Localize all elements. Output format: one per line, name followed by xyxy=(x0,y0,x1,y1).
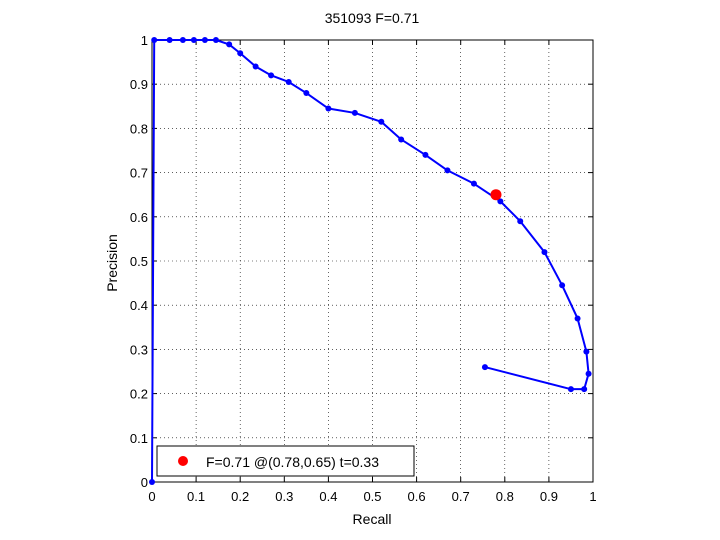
pr-curve-point xyxy=(252,63,259,70)
highlight-group xyxy=(490,189,502,201)
y-tick-label: 0.2 xyxy=(130,387,148,402)
legend: F=0.71 @(0.78,0.65) t=0.33 xyxy=(156,445,415,477)
pr-curve-point xyxy=(398,136,405,143)
pr-curve-point xyxy=(237,50,244,57)
pr-curve-point xyxy=(422,151,429,158)
pr-curve-point xyxy=(285,78,292,85)
y-tick-label: 0.4 xyxy=(130,298,148,313)
pr-curve-point xyxy=(151,37,158,43)
pr-curve-point xyxy=(268,72,275,79)
pr-curve-point xyxy=(212,37,219,43)
pr-curve-point xyxy=(559,282,566,289)
pr-curve-point xyxy=(541,249,548,256)
pr-curve-point xyxy=(303,90,310,97)
pr-curve-point xyxy=(567,386,574,393)
pr-curve-point xyxy=(179,37,186,43)
pr-curve-point xyxy=(149,479,155,485)
pr-curve-point xyxy=(517,218,524,225)
best-f-point xyxy=(490,189,502,201)
pr-curve-point xyxy=(325,105,332,112)
pr-curve-point xyxy=(226,41,233,48)
y-tick-label: 0.5 xyxy=(130,254,148,269)
y-tick-label: 0.9 xyxy=(130,77,148,92)
pr-curve-point xyxy=(166,37,173,43)
legend-box xyxy=(156,445,415,477)
x-tick-label: 0 xyxy=(148,489,155,504)
x-tick-label: 0.8 xyxy=(496,489,514,504)
pr-curve-point xyxy=(583,348,590,355)
grid xyxy=(152,40,593,482)
pr-curve-point xyxy=(470,180,477,187)
pr-curve-point xyxy=(444,167,451,174)
x-tick-label: 0.2 xyxy=(231,489,249,504)
x-tick-label: 0.5 xyxy=(363,489,381,504)
pr-curve-point xyxy=(190,37,197,43)
x-tick-label: 0.1 xyxy=(187,489,205,504)
x-tick-label: 0.4 xyxy=(319,489,337,504)
pr-curve-point xyxy=(481,364,488,371)
y-tick-label: 0.7 xyxy=(130,166,148,181)
pr-curve-point xyxy=(581,386,588,393)
legend-label: F=0.71 @(0.78,0.65) t=0.33 xyxy=(206,454,379,470)
x-tick-label: 0.6 xyxy=(408,489,426,504)
y-tick-label: 0.6 xyxy=(130,210,148,225)
x-tick-labels: 0 0.1 0.2 0.3 0.4 0.5 0.6 0.7 0.8 0.9 1 xyxy=(148,489,596,504)
x-tick-label: 1 xyxy=(589,489,596,504)
legend-marker xyxy=(178,456,188,466)
y-axis-label: Precision xyxy=(104,234,120,292)
x-axis-label: Recall xyxy=(353,511,392,527)
series-group xyxy=(149,37,592,485)
chart-title: 351093 F=0.71 xyxy=(325,10,420,26)
y-tick-label: 0.3 xyxy=(130,342,148,357)
pr-curve-point xyxy=(378,118,385,125)
y-tick-label: 0 xyxy=(141,475,148,490)
pr-curve-point xyxy=(201,37,208,43)
pr-curve-point xyxy=(585,370,592,377)
pr-curve-point xyxy=(497,198,504,205)
pr-curve-point xyxy=(351,109,358,116)
y-tick-labels: 0 0.1 0.2 0.3 0.4 0.5 0.6 0.7 0.8 0.9 1 xyxy=(130,33,148,490)
x-tick-label: 0.9 xyxy=(540,489,558,504)
y-tick-label: 0.8 xyxy=(130,121,148,136)
y-tick-label: 1 xyxy=(141,33,148,48)
x-tick-label: 0.3 xyxy=(275,489,293,504)
pr-curve-point xyxy=(574,315,581,322)
x-tick-label: 0.7 xyxy=(452,489,470,504)
y-tick-label: 0.1 xyxy=(130,431,148,446)
